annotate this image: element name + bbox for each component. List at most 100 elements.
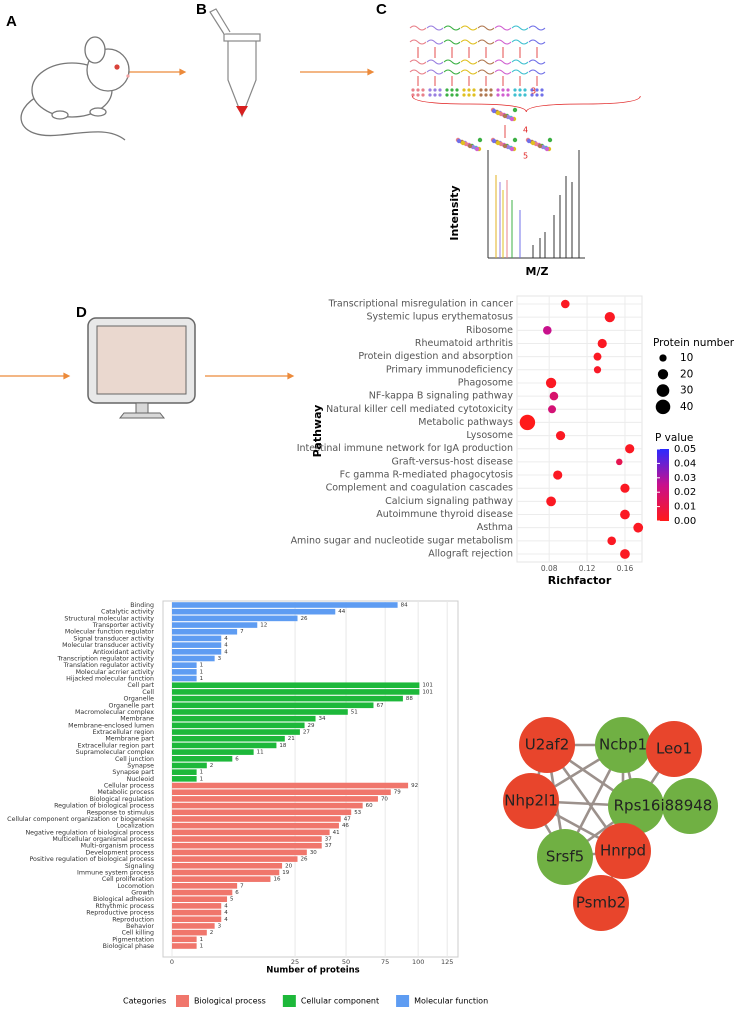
point (593, 366, 602, 374)
legend-title: Protein number (653, 337, 734, 349)
y-tick-label: Translation regulator activity (63, 662, 155, 669)
peptide-squiggle (409, 39, 427, 45)
y-tick-label: Negative regulation of biological proces… (25, 829, 154, 836)
bar (172, 762, 207, 769)
peptide-squiggle (409, 69, 427, 75)
bar (172, 896, 228, 902)
peptide-squiggle (494, 69, 512, 75)
bar (172, 802, 363, 809)
y-tick-label: Systemic lupus erythematosus (367, 312, 514, 323)
point (597, 338, 607, 349)
peptide-dot (479, 88, 483, 92)
peptide-dot (512, 137, 518, 143)
y-tick-label: Cell (142, 689, 154, 696)
peptide-dot (428, 93, 432, 97)
y-axis-label: Pathway (311, 405, 324, 458)
value-label: 16 (273, 877, 280, 883)
value-label: 3 (218, 656, 222, 662)
peptide-dot (502, 113, 508, 119)
legend-marker (656, 384, 670, 397)
node (595, 823, 651, 879)
value-label: 44 (338, 609, 345, 615)
node (662, 778, 718, 834)
peptide-dot (489, 88, 493, 92)
bar (172, 662, 197, 668)
bar (172, 883, 238, 889)
peptide-squiggle (494, 25, 512, 31)
node-label: Rps16i88948 (614, 797, 713, 815)
y-tick-label: Calcium signaling pathway (385, 496, 513, 507)
bar (172, 889, 233, 896)
point (546, 496, 556, 507)
peptide-dot (509, 116, 515, 122)
tube-illustration (209, 8, 261, 118)
node-label: Nhp2l1 (504, 792, 558, 810)
y-tick-label: Multi-organism process (81, 843, 154, 850)
peptide-dot (501, 88, 505, 92)
y-tick-label: Supramolecular complex (76, 749, 155, 756)
bar (172, 829, 330, 836)
node-label: Psmb2 (576, 894, 626, 912)
y-tick-label: Graft-versus-host disease (392, 456, 514, 467)
x-tick-label: 25 (291, 958, 299, 966)
legend-swatch (396, 995, 410, 1007)
y-tick-label: Response to stimulus (87, 809, 154, 816)
monitor-illustration (87, 317, 196, 419)
x-axis-label: Number of proteins (266, 966, 360, 976)
y-tick-label: Localization (117, 823, 154, 830)
peptide-dot (472, 88, 476, 92)
peptide-squiggle (477, 25, 495, 31)
value-label: 51 (351, 709, 358, 715)
x-tick-label: 50 (342, 958, 350, 966)
y-tick-label: Ribosome (466, 325, 513, 336)
y-tick-label: Positive regulation of biological proces… (29, 856, 154, 863)
bar (172, 816, 341, 822)
y-tick-label: Molecular function regulator (65, 629, 155, 636)
panel-label: C (376, 1, 387, 18)
bar (172, 936, 197, 943)
y-tick-label: Membrane (120, 716, 154, 723)
y-tick-label: Protein digestion and absorption (358, 351, 513, 362)
peptide-dot (506, 93, 510, 97)
peptide-dot (428, 88, 432, 92)
network: U2af2 Ncbp1 Leo1 Nhp2l1 Rps16i88948 Srsf5 Hnrp… (503, 717, 718, 931)
value-label: 1 (200, 776, 204, 782)
point (553, 470, 563, 480)
value-label: 30 (310, 850, 317, 856)
peptide-dot (506, 88, 510, 92)
colorbar-label: 0.03 (674, 473, 696, 484)
bar (172, 689, 420, 695)
bar (172, 836, 322, 842)
point (620, 549, 630, 559)
peptide-dot (462, 88, 466, 92)
peptide-dot (456, 138, 462, 144)
y-tick-label: Structural molecular activity (64, 615, 154, 622)
y-tick-label: Complement and coagulation cascades (326, 483, 513, 494)
y-tick-label: Natural killer cell mediated cytotoxicit… (326, 404, 513, 415)
y-tick-label: Allograft rejection (428, 549, 513, 560)
bar (172, 715, 316, 722)
node (646, 721, 702, 777)
legend-marker (655, 399, 671, 415)
legend-label: 10 (680, 352, 693, 364)
peptide-squiggle (511, 25, 529, 31)
node-label: Srsf5 (546, 848, 584, 866)
point (616, 458, 623, 466)
peptide-dot (518, 93, 522, 97)
bar (172, 869, 280, 876)
point (633, 522, 644, 533)
y-tick-label: Behavior (126, 923, 154, 930)
colorbar-label: 0.04 (674, 458, 696, 469)
value-label: 4 (224, 643, 228, 649)
y-tick-label: Intestinal immune network for IgA produc… (297, 443, 513, 454)
y-tick-label: Multicellular organismal process (52, 836, 154, 843)
bar (172, 776, 197, 782)
point (604, 312, 615, 323)
y-tick-label: Organelle part (109, 702, 155, 709)
y-tick-label: NF-kappa B signaling pathway (369, 391, 514, 402)
peptide-dot (467, 93, 471, 97)
peptide-squiggle (443, 39, 461, 45)
peptide-dot (491, 138, 497, 144)
peptide-squiggle (443, 69, 461, 75)
peptide-dot (501, 93, 505, 97)
